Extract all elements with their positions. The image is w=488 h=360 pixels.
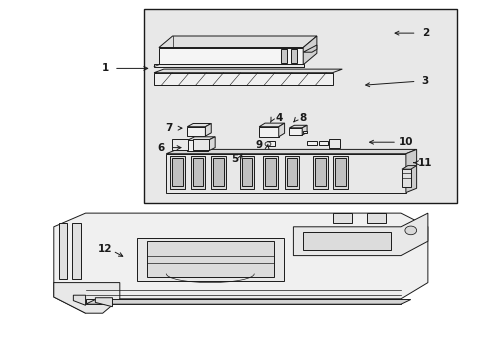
Text: 5: 5 bbox=[231, 154, 238, 164]
Text: 1: 1 bbox=[102, 63, 108, 73]
Polygon shape bbox=[293, 213, 427, 256]
Polygon shape bbox=[172, 139, 187, 150]
Polygon shape bbox=[312, 156, 327, 189]
Polygon shape bbox=[192, 158, 203, 186]
Polygon shape bbox=[318, 141, 327, 145]
Polygon shape bbox=[290, 49, 296, 63]
Polygon shape bbox=[213, 158, 224, 186]
Polygon shape bbox=[190, 156, 205, 189]
Polygon shape bbox=[314, 158, 325, 186]
Text: 12: 12 bbox=[98, 244, 112, 254]
Polygon shape bbox=[306, 141, 316, 145]
Polygon shape bbox=[303, 232, 390, 250]
Polygon shape bbox=[286, 158, 297, 186]
Polygon shape bbox=[187, 140, 207, 151]
Polygon shape bbox=[95, 298, 112, 307]
Polygon shape bbox=[72, 223, 81, 279]
Polygon shape bbox=[281, 49, 286, 63]
Circle shape bbox=[264, 142, 270, 146]
Text: 11: 11 bbox=[417, 158, 432, 168]
Polygon shape bbox=[303, 36, 316, 65]
Polygon shape bbox=[303, 131, 306, 133]
Polygon shape bbox=[154, 64, 304, 67]
Polygon shape bbox=[187, 137, 215, 140]
Polygon shape bbox=[401, 169, 410, 187]
Polygon shape bbox=[207, 137, 215, 151]
Polygon shape bbox=[328, 139, 339, 148]
Polygon shape bbox=[366, 213, 386, 223]
Polygon shape bbox=[159, 48, 303, 65]
Polygon shape bbox=[154, 69, 342, 73]
Polygon shape bbox=[211, 156, 225, 189]
Text: 4: 4 bbox=[274, 113, 282, 123]
Polygon shape bbox=[289, 128, 302, 135]
Polygon shape bbox=[73, 295, 85, 305]
Polygon shape bbox=[54, 283, 85, 313]
Polygon shape bbox=[264, 158, 275, 186]
Polygon shape bbox=[278, 123, 284, 137]
Polygon shape bbox=[303, 45, 316, 52]
Text: 2: 2 bbox=[421, 28, 428, 38]
Polygon shape bbox=[259, 127, 278, 137]
Polygon shape bbox=[239, 156, 254, 189]
Polygon shape bbox=[85, 300, 410, 304]
Text: 10: 10 bbox=[398, 137, 412, 147]
Polygon shape bbox=[333, 156, 347, 189]
Polygon shape bbox=[159, 36, 316, 48]
Polygon shape bbox=[187, 127, 205, 136]
Polygon shape bbox=[166, 149, 416, 154]
Polygon shape bbox=[137, 238, 283, 281]
Polygon shape bbox=[241, 158, 252, 186]
Polygon shape bbox=[85, 299, 400, 304]
Polygon shape bbox=[146, 241, 273, 277]
Polygon shape bbox=[54, 213, 427, 299]
Bar bbox=[144, 9, 456, 203]
Polygon shape bbox=[59, 223, 67, 279]
Polygon shape bbox=[335, 158, 346, 186]
Polygon shape bbox=[54, 283, 120, 313]
Polygon shape bbox=[170, 156, 184, 189]
Polygon shape bbox=[263, 156, 277, 189]
Polygon shape bbox=[302, 125, 306, 135]
Polygon shape bbox=[266, 141, 274, 146]
Polygon shape bbox=[405, 149, 416, 193]
Polygon shape bbox=[205, 123, 211, 136]
Text: 8: 8 bbox=[299, 113, 306, 123]
Polygon shape bbox=[289, 125, 306, 128]
Polygon shape bbox=[166, 154, 405, 193]
Polygon shape bbox=[401, 166, 416, 169]
Polygon shape bbox=[172, 158, 183, 186]
Text: 3: 3 bbox=[421, 76, 428, 86]
Text: 7: 7 bbox=[164, 123, 172, 133]
Text: 6: 6 bbox=[158, 143, 164, 153]
Polygon shape bbox=[187, 123, 211, 127]
Polygon shape bbox=[259, 123, 284, 127]
Polygon shape bbox=[154, 73, 332, 85]
Text: 9: 9 bbox=[255, 140, 262, 150]
Polygon shape bbox=[193, 139, 208, 150]
Circle shape bbox=[404, 226, 416, 235]
Polygon shape bbox=[332, 213, 351, 223]
Polygon shape bbox=[284, 156, 299, 189]
